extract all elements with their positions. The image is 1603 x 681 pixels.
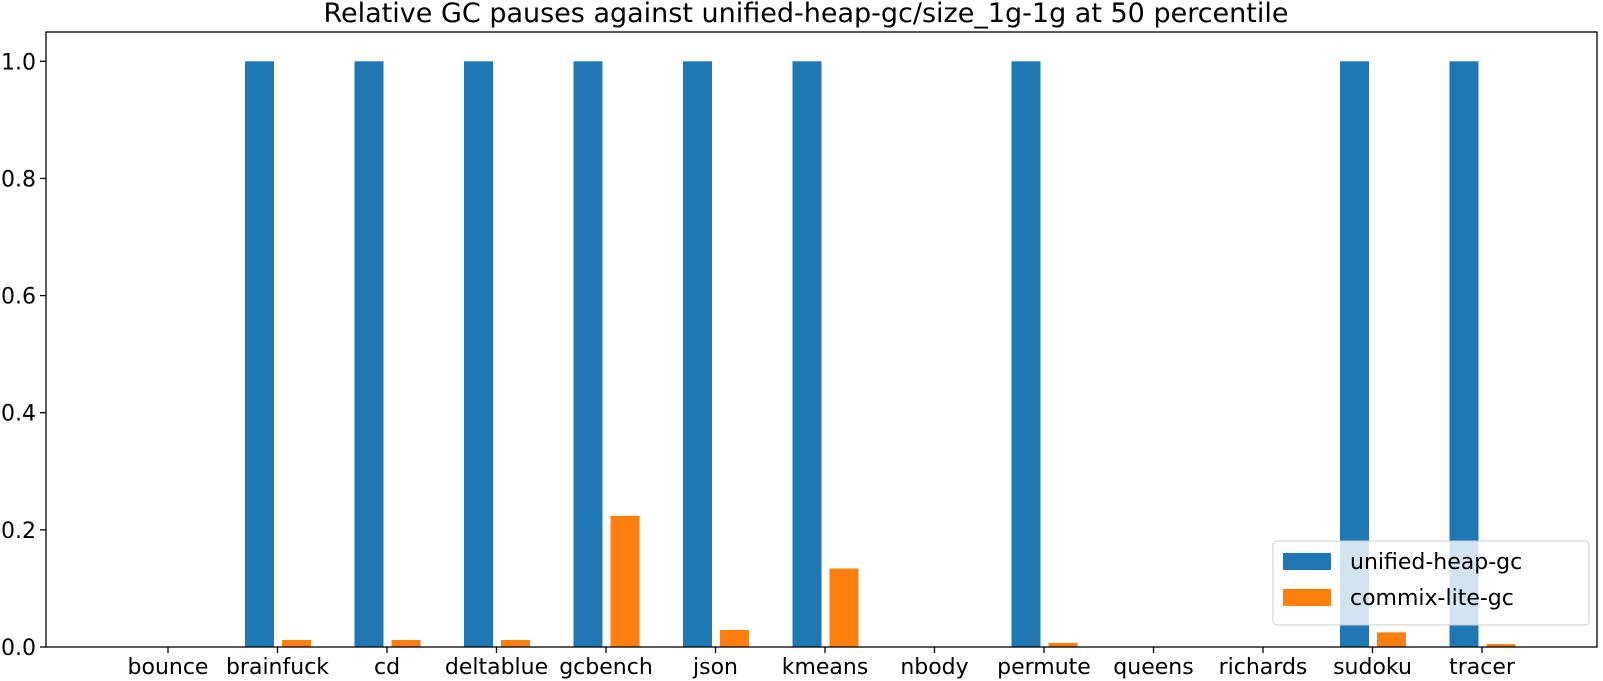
x-tick-label-deltablue: deltablue (445, 655, 548, 680)
y-tick-label: 0.0 (1, 636, 36, 661)
bar-commix-lite-gc-cd (391, 639, 421, 647)
legend-label-unified-heap-gc: unified-heap-gc (1350, 550, 1522, 575)
y-tick-label: 0.4 (1, 402, 36, 427)
x-tick-label-nbody: nbody (900, 655, 968, 680)
bar-commix-lite-gc-sudoku (1377, 632, 1406, 647)
bar-unified-heap-gc-permute (1011, 61, 1041, 648)
x-tick-label-permute: permute (997, 655, 1091, 680)
bar-unified-heap-gc-gcbench (573, 61, 603, 648)
x-tick-label-queens: queens (1113, 655, 1193, 680)
x-tick-label-sudoku: sudoku (1333, 655, 1412, 680)
x-tick-label-gcbench: gcbench (559, 655, 653, 680)
legend-swatch-commix-lite-gc (1283, 589, 1331, 606)
y-axis: 0.0 0.2 0.4 0.6 0.8 1.0 (1, 50, 46, 661)
legend-label-commix-lite-gc: commix-lite-gc (1350, 586, 1514, 611)
x-tick-label-brainfuck: brainfuck (226, 655, 329, 680)
bar-unified-heap-gc-kmeans (792, 61, 822, 648)
bar-commix-lite-gc-json (720, 630, 749, 647)
x-tick-label-cd: cd (374, 655, 400, 680)
chart-title: Relative GC pauses against unified-heap-… (324, 0, 1289, 29)
bar-commix-lite-gc-deltablue (501, 639, 530, 647)
y-tick-label: 0.8 (1, 167, 36, 192)
bar-commix-lite-gc-tracer (1486, 644, 1516, 647)
y-tick-label: 0.6 (1, 285, 36, 310)
x-tick-label-json: json (692, 655, 738, 680)
bar-unified-heap-gc-deltablue (464, 61, 493, 648)
bar-commix-lite-gc-gcbench (610, 515, 640, 647)
bar-unified-heap-gc-cd (354, 61, 384, 648)
legend: unified-heap-gc commix-lite-gc (1272, 540, 1590, 626)
y-tick-label: 1.0 (1, 50, 36, 75)
plot-frame (45, 31, 1598, 648)
x-tick-label-bounce: bounce (128, 655, 209, 680)
bar-commix-lite-gc-brainfuck (282, 639, 311, 647)
bar-commix-lite-gc-permute (1048, 642, 1078, 647)
x-tick-label-tracer: tracer (1449, 655, 1516, 680)
bar-commix-lite-gc-kmeans (829, 568, 859, 647)
x-axis: bounce brainfuck cd deltablue gcbench json kme… (128, 647, 1516, 680)
y-tick-label: 0.2 (1, 519, 36, 544)
x-tick-label-kmeans: kmeans (782, 655, 869, 680)
bar-unified-heap-gc-brainfuck (245, 61, 274, 648)
legend-box (1272, 540, 1590, 626)
legend-swatch-unified-heap-gc (1283, 553, 1331, 570)
x-tick-label-richards: richards (1219, 655, 1308, 680)
bar-unified-heap-gc-json (683, 61, 712, 648)
